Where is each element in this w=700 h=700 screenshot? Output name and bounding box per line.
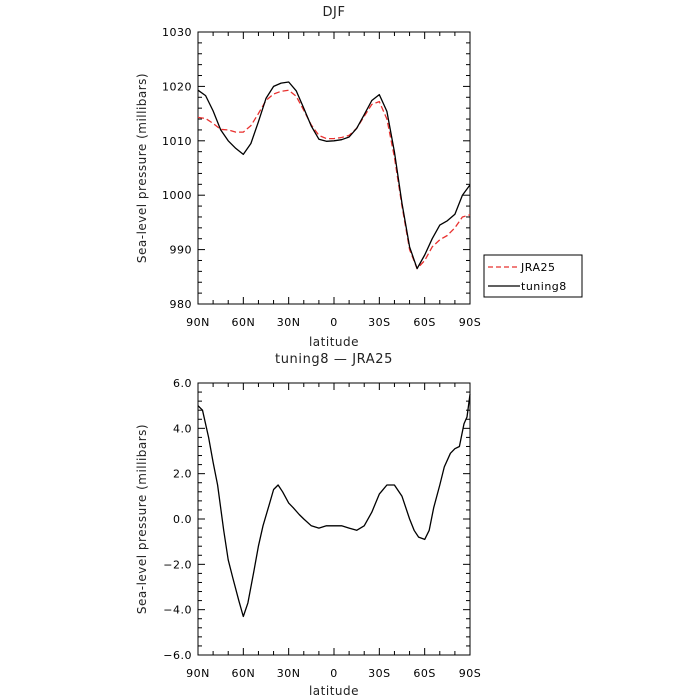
top-y-axis-label: Sea-level pressure (millibars)	[135, 73, 149, 263]
y-tick-label: 990	[170, 244, 193, 257]
x-tick-label: 30S	[368, 667, 390, 680]
y-tick-label: 980	[170, 298, 193, 311]
bottom-x-axis-label: latitude	[309, 684, 359, 698]
x-tick-label: 60S	[413, 316, 435, 329]
top-plot-frame	[197, 31, 471, 305]
y-tick-label: 1000	[162, 189, 192, 202]
y-tick-label: 1010	[162, 135, 192, 148]
x-tick-label: 90S	[459, 316, 481, 329]
y-tick-label: −4.0	[163, 604, 192, 617]
y-tick-label: −2.0	[163, 558, 192, 571]
bottom-y-ticks: −6.0 −4.0 −2.0 0.0 2.0 4.0 6.0	[163, 377, 470, 662]
bottom-x-ticks: 90N 60N 30N 0 30S 60S 90S	[186, 383, 481, 680]
y-tick-label: 1030	[162, 26, 192, 39]
series-line-tuning8	[197, 81, 471, 270]
top-y-ticks: 980 990 1000 1010 1020 1030	[162, 26, 470, 311]
x-tick-label: 30N	[277, 316, 301, 329]
x-tick-label: 30S	[368, 316, 390, 329]
x-tick-label: 60N	[231, 667, 255, 680]
y-tick-label: 6.0	[173, 377, 192, 390]
y-tick-label: 4.0	[173, 422, 192, 435]
bottom-plot-frame	[197, 382, 471, 656]
x-tick-label: 90S	[459, 667, 481, 680]
x-tick-label: 60S	[413, 667, 435, 680]
y-tick-label: 0.0	[173, 513, 192, 526]
y-tick-label: 1020	[162, 80, 192, 93]
top-x-ticks: 90N 60N 30N 0 30S 60S 90S	[186, 32, 481, 329]
top-x-axis-label: latitude	[309, 335, 359, 349]
legend-label-tuning8: tuning8	[521, 280, 567, 293]
x-tick-label: 0	[330, 316, 338, 329]
top-series-lines	[197, 81, 471, 270]
x-tick-label: 30N	[277, 667, 301, 680]
bottom-y-axis-label: Sea-level pressure (millibars)	[135, 424, 149, 614]
legend-label-jra25: JRA25	[520, 261, 555, 274]
x-tick-label: 90N	[186, 667, 210, 680]
bottom-chart: tuning8 — JRA25 −6.0 −4.0 −2.0 0.0 2.0 4.0 6.0…	[135, 352, 481, 698]
y-tick-label: −6.0	[163, 649, 192, 662]
bottom-series-lines	[197, 394, 471, 618]
bottom-chart-title: tuning8 — JRA25	[275, 352, 393, 367]
x-tick-label: 90N	[186, 316, 210, 329]
series-line-tuning8-jra25	[197, 394, 471, 618]
top-chart-title: DJF	[322, 5, 345, 20]
x-tick-label: 60N	[231, 316, 255, 329]
legend-box	[483, 254, 583, 298]
top-legend: JRA25 tuning8	[483, 254, 583, 298]
top-chart: DJF 980 990 1000 1010 1020 1030 90N 60N 30N 0 30S…	[135, 5, 583, 349]
series-line-jra25	[197, 89, 471, 270]
y-tick-label: 2.0	[173, 468, 192, 481]
x-tick-label: 0	[330, 667, 338, 680]
